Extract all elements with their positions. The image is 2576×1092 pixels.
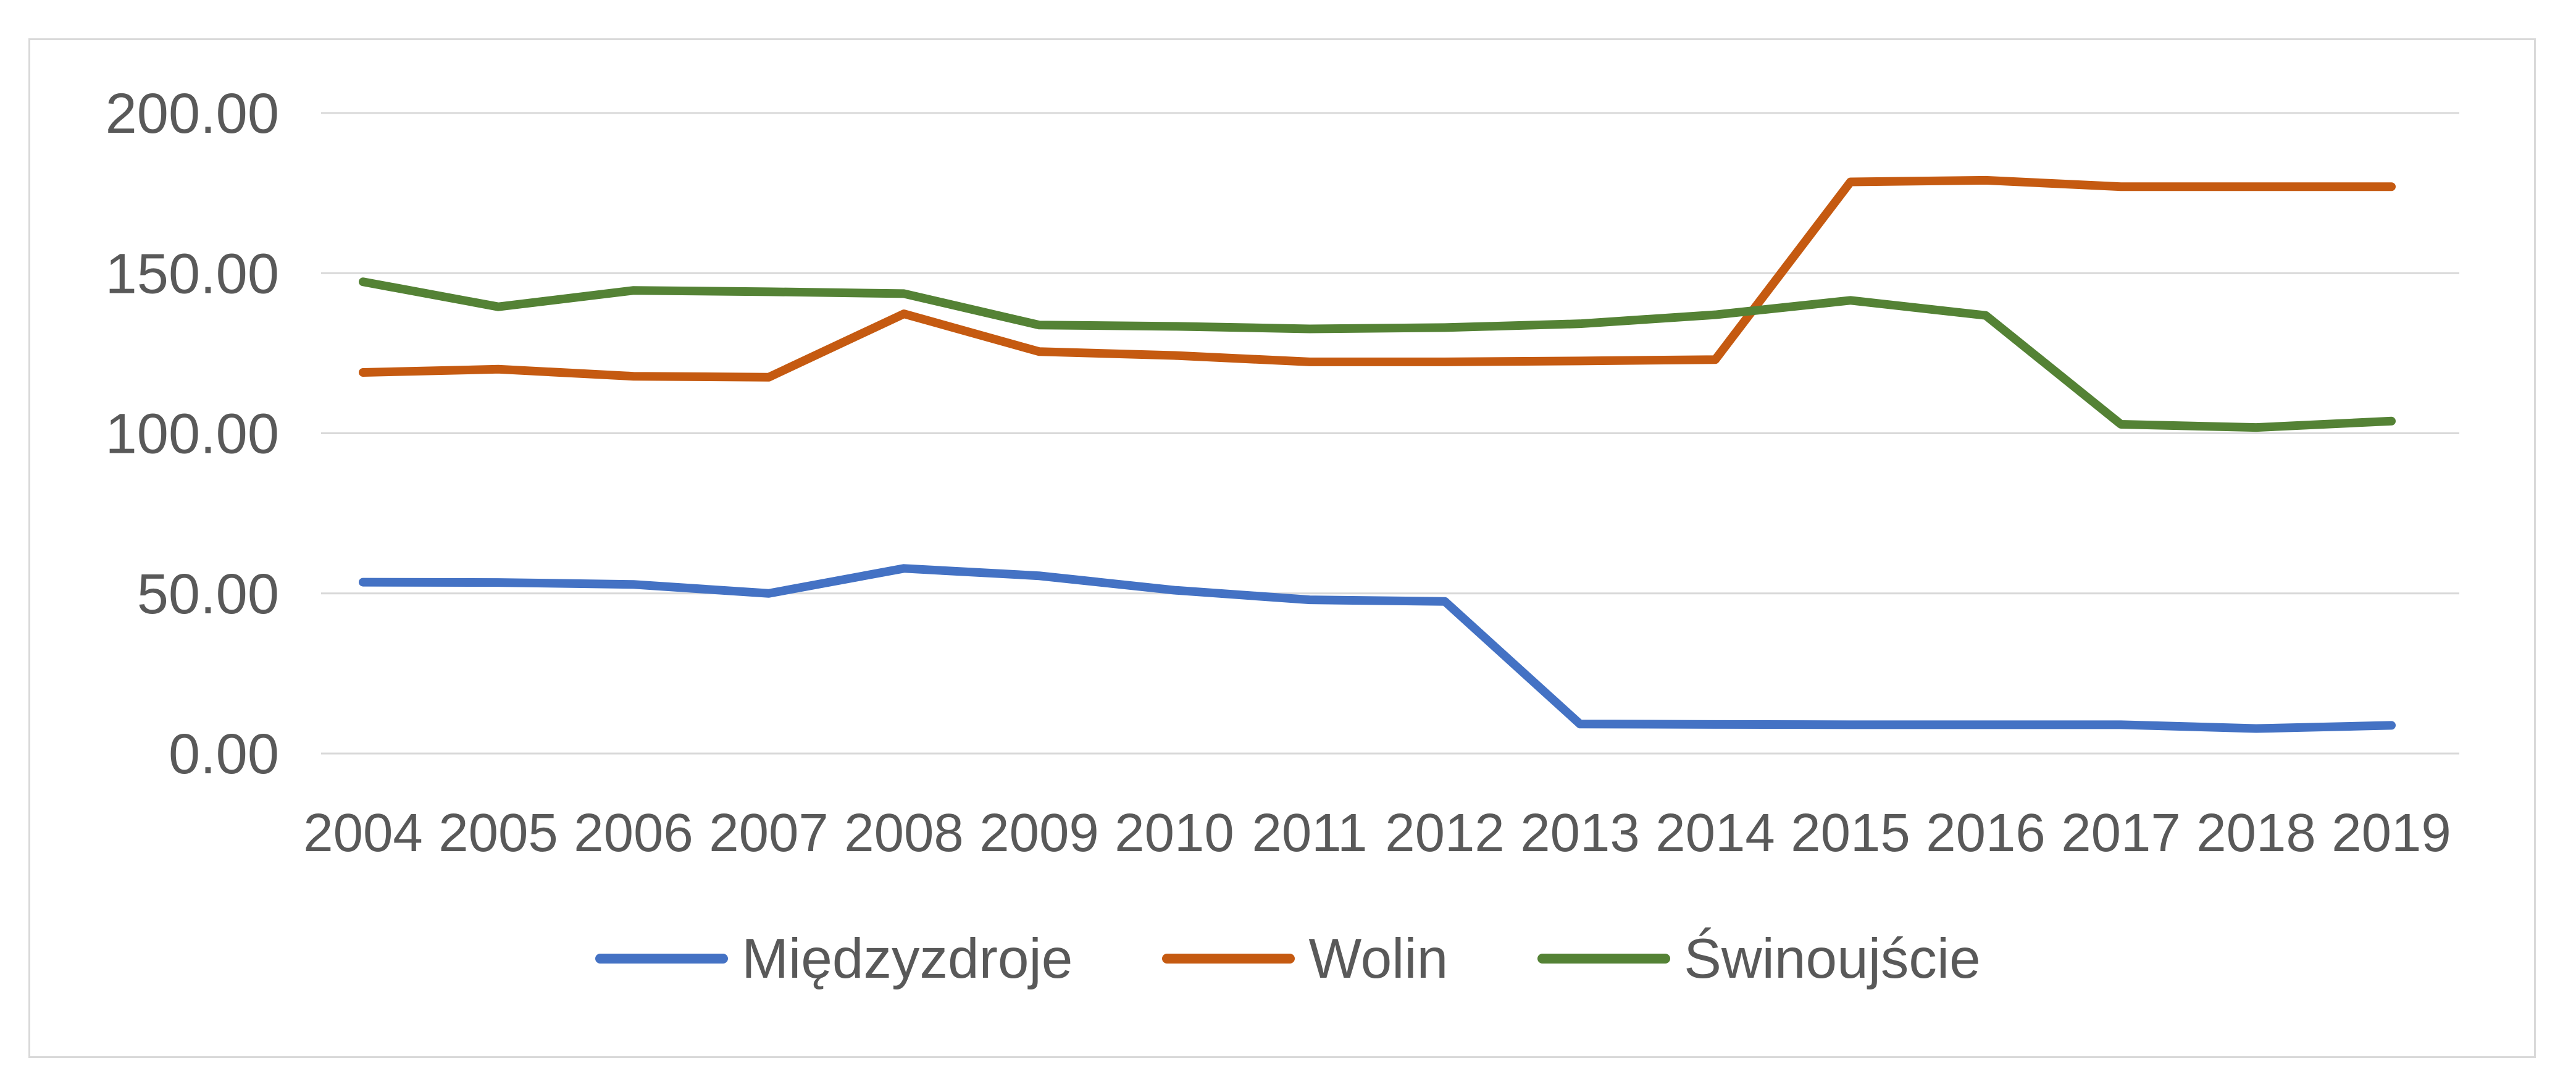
x-axis-tick-label: 2013: [1520, 803, 1640, 863]
x-axis-tick-label: 2019: [2331, 803, 2451, 863]
legend-label-swinoujscie: Świnoujście: [1684, 927, 1981, 990]
legend-swatch-swinoujscie: [1537, 954, 1671, 964]
chart-frame: [28, 38, 2536, 1058]
legend-label-miedzyzdroje: Międzyzdroje: [742, 927, 1073, 990]
legend-label-wolin: Wolin: [1308, 927, 1449, 990]
legend-swatch-miedzyzdroje: [595, 954, 729, 964]
x-axis-tick-label: 2011: [1252, 803, 1367, 863]
x-axis-tick-label: 2004: [303, 803, 423, 863]
x-axis-tick-label: 2014: [1655, 803, 1775, 863]
y-axis-tick-label: 0.00: [169, 723, 279, 786]
y-axis-tick-label: 150.00: [106, 242, 279, 305]
y-axis-tick-label: 100.00: [106, 403, 279, 466]
series-line-wolin[interactable]: [359, 175, 2396, 382]
x-axis-tick-label: 2016: [1926, 803, 2046, 863]
x-axis-tick-label: 2009: [979, 803, 1099, 863]
x-axis-tick-label: 2007: [709, 803, 829, 863]
x-axis-tick-label: 2006: [574, 803, 693, 863]
legend-swatch-wolin: [1162, 954, 1295, 964]
x-axis-tick-label: 2010: [1114, 803, 1234, 863]
legend-item-wolin[interactable]: Wolin: [1162, 931, 1448, 987]
y-axis-tick-label: 200.00: [106, 82, 279, 145]
x-axis-tick-label: 2018: [2196, 803, 2316, 863]
x-axis-tick-label: 2012: [1385, 803, 1505, 863]
series-line-międzyzdroje[interactable]: [359, 564, 2396, 733]
legend-item-swinoujscie[interactable]: Świnoujście: [1537, 931, 1981, 987]
x-axis-tick-label: 2005: [438, 803, 558, 863]
x-axis-tick-label: 2008: [844, 803, 964, 863]
x-axis-tick-label: 2015: [1791, 803, 1910, 863]
legend-item-miedzyzdroje[interactable]: Międzyzdroje: [595, 931, 1073, 987]
y-axis-tick-label: 50.00: [137, 563, 279, 626]
legend: Międzyzdroje Wolin Świnoujście: [0, 915, 2576, 1002]
series-line-świnoujście[interactable]: [359, 277, 2396, 432]
x-axis-tick-label: 2017: [2061, 803, 2181, 863]
